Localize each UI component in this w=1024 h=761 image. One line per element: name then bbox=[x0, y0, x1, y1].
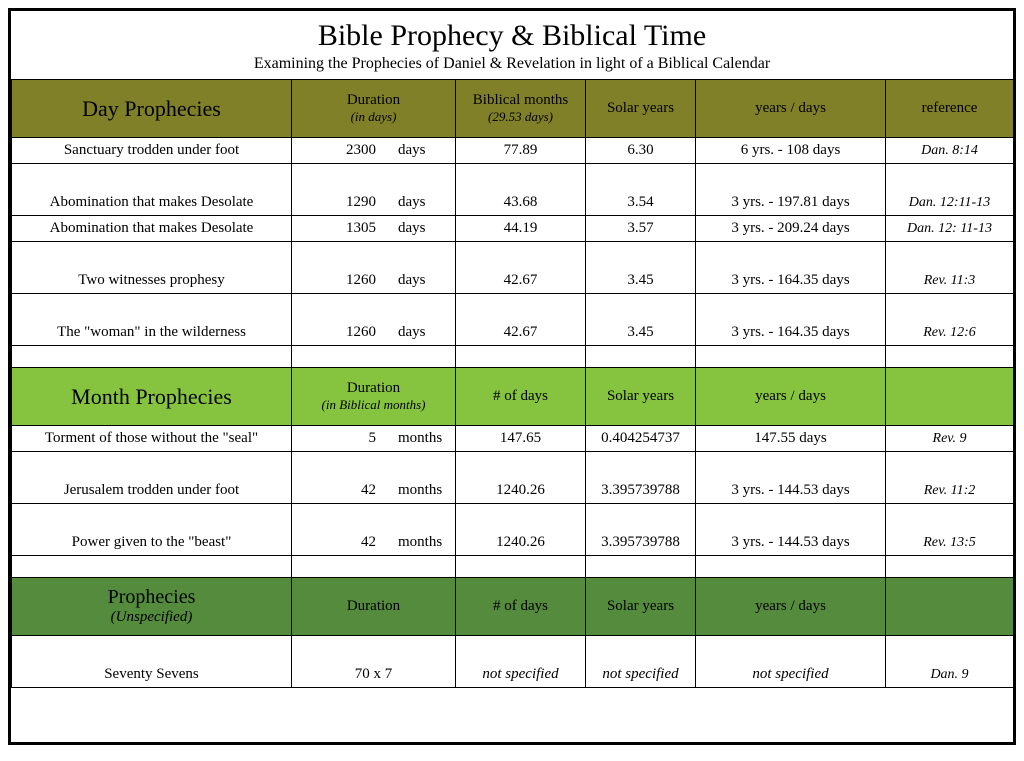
hdr-unspec-c3: # of days bbox=[456, 578, 586, 636]
cell-dur: 70 x 7 bbox=[292, 636, 456, 688]
cell-c3: 1240.26 bbox=[456, 452, 586, 504]
table-row: Abomination that makes Desolate 1290days… bbox=[12, 164, 1014, 216]
cell-c4: 3.54 bbox=[586, 164, 696, 216]
table-row: Sanctuary trodden under foot 2300days 77… bbox=[12, 138, 1014, 164]
hdr-month-c6 bbox=[886, 368, 1014, 426]
cell-c4: 3.45 bbox=[586, 242, 696, 294]
cell-ref: Dan. 9 bbox=[886, 636, 1014, 688]
prophecy-table: Day Prophecies Duration (in days) Biblic… bbox=[11, 79, 1014, 688]
hdr-unspec-c5: years / days bbox=[696, 578, 886, 636]
cell-dur: 2300days bbox=[292, 138, 456, 164]
cell-c4: 0.404254737 bbox=[586, 426, 696, 452]
cell-desc: Seventy Sevens bbox=[12, 636, 292, 688]
cell-c5: 3 yrs. - 209.24 days bbox=[696, 216, 886, 242]
hdr-day-c2-main: Duration bbox=[296, 92, 451, 109]
hdr-month-c2-sub: (in Biblical months) bbox=[296, 398, 451, 413]
spacer-row bbox=[12, 556, 1014, 578]
cell-c3: 42.67 bbox=[456, 242, 586, 294]
header-day: Day Prophecies Duration (in days) Biblic… bbox=[12, 80, 1014, 138]
hdr-unspec-title-main: Prophecies bbox=[16, 586, 287, 609]
cell-ref: Rev. 12:6 bbox=[886, 294, 1014, 346]
header-unspec: Prophecies (Unspecified) Duration # of d… bbox=[12, 578, 1014, 636]
cell-c5: 6 yrs. - 108 days bbox=[696, 138, 886, 164]
cell-c3: not specified bbox=[456, 636, 586, 688]
cell-c5: 3 yrs. - 164.35 days bbox=[696, 294, 886, 346]
cell-ref: Dan. 8:14 bbox=[886, 138, 1014, 164]
cell-dur: 42months bbox=[292, 504, 456, 556]
cell-dur: 5months bbox=[292, 426, 456, 452]
cell-c4: 3.57 bbox=[586, 216, 696, 242]
cell-c3: 43.68 bbox=[456, 164, 586, 216]
cell-c5: 147.55 days bbox=[696, 426, 886, 452]
cell-dur: 1290days bbox=[292, 164, 456, 216]
table-row: The "woman" in the wilderness 1260days 4… bbox=[12, 294, 1014, 346]
cell-c3: 44.19 bbox=[456, 216, 586, 242]
cell-c5: 3 yrs. - 144.53 days bbox=[696, 452, 886, 504]
cell-desc: Power given to the "beast" bbox=[12, 504, 292, 556]
cell-c4: 6.30 bbox=[586, 138, 696, 164]
hdr-unspec-c6 bbox=[886, 578, 1014, 636]
hdr-day-c2-sub: (in days) bbox=[296, 110, 451, 125]
document-frame: Bible Prophecy & Biblical Time Examining… bbox=[8, 8, 1016, 745]
cell-ref: Rev. 11:2 bbox=[886, 452, 1014, 504]
cell-c3: 42.67 bbox=[456, 294, 586, 346]
cell-c5: 3 yrs. - 164.35 days bbox=[696, 242, 886, 294]
cell-c4: 3.395739788 bbox=[586, 452, 696, 504]
cell-ref: Dan. 12:11-13 bbox=[886, 164, 1014, 216]
cell-dur: 42months bbox=[292, 452, 456, 504]
cell-c4: not specified bbox=[586, 636, 696, 688]
cell-c3: 147.65 bbox=[456, 426, 586, 452]
cell-dur: 1260days bbox=[292, 242, 456, 294]
cell-desc: Two witnesses prophesy bbox=[12, 242, 292, 294]
cell-dur: 1305days bbox=[292, 216, 456, 242]
table-row: Two witnesses prophesy 1260days 42.67 3.… bbox=[12, 242, 1014, 294]
cell-c4: 3.395739788 bbox=[586, 504, 696, 556]
cell-c4: 3.45 bbox=[586, 294, 696, 346]
cell-ref: Rev. 9 bbox=[886, 426, 1014, 452]
cell-c5: 3 yrs. - 144.53 days bbox=[696, 504, 886, 556]
title-block: Bible Prophecy & Biblical Time Examining… bbox=[11, 11, 1013, 79]
cell-desc: Sanctuary trodden under foot bbox=[12, 138, 292, 164]
hdr-unspec-title-sub: (Unspecified) bbox=[16, 609, 287, 626]
cell-c5: not specified bbox=[696, 636, 886, 688]
hdr-day-title: Day Prophecies bbox=[16, 96, 287, 122]
spacer-row bbox=[12, 346, 1014, 368]
cell-desc: Jerusalem trodden under foot bbox=[12, 452, 292, 504]
hdr-month-c3: # of days bbox=[456, 368, 586, 426]
cell-c5: 3 yrs. - 197.81 days bbox=[696, 164, 886, 216]
cell-desc: Abomination that makes Desolate bbox=[12, 216, 292, 242]
table-row: Abomination that makes Desolate 1305days… bbox=[12, 216, 1014, 242]
cell-ref: Dan. 12: 11-13 bbox=[886, 216, 1014, 242]
hdr-unspec-c4: Solar years bbox=[586, 578, 696, 636]
subtitle: Examining the Prophecies of Daniel & Rev… bbox=[11, 55, 1013, 73]
table-row: Power given to the "beast" 42months 1240… bbox=[12, 504, 1014, 556]
cell-c3: 1240.26 bbox=[456, 504, 586, 556]
hdr-month-c2-main: Duration bbox=[296, 380, 451, 397]
hdr-unspec-c2: Duration bbox=[292, 578, 456, 636]
cell-ref: Rev. 11:3 bbox=[886, 242, 1014, 294]
header-month: Month Prophecies Duration (in Biblical m… bbox=[12, 368, 1014, 426]
table-row: Seventy Sevens 70 x 7 not specified not … bbox=[12, 636, 1014, 688]
hdr-day-c6: reference bbox=[886, 80, 1014, 138]
cell-ref: Rev. 13:5 bbox=[886, 504, 1014, 556]
hdr-day-c3-sub: (29.53 days) bbox=[460, 110, 581, 125]
hdr-month-c5: years / days bbox=[696, 368, 886, 426]
hdr-day-c3-main: Biblical months bbox=[460, 92, 581, 109]
main-title: Bible Prophecy & Biblical Time bbox=[11, 19, 1013, 53]
cell-desc: The "woman" in the wilderness bbox=[12, 294, 292, 346]
hdr-day-c5: years / days bbox=[696, 80, 886, 138]
table-row: Torment of those without the "seal" 5mon… bbox=[12, 426, 1014, 452]
table-row: Jerusalem trodden under foot 42months 12… bbox=[12, 452, 1014, 504]
cell-desc: Torment of those without the "seal" bbox=[12, 426, 292, 452]
hdr-month-title: Month Prophecies bbox=[16, 384, 287, 410]
cell-desc: Abomination that makes Desolate bbox=[12, 164, 292, 216]
hdr-month-c4: Solar years bbox=[586, 368, 696, 426]
cell-dur: 1260days bbox=[292, 294, 456, 346]
cell-c3: 77.89 bbox=[456, 138, 586, 164]
hdr-day-c4: Solar years bbox=[586, 80, 696, 138]
